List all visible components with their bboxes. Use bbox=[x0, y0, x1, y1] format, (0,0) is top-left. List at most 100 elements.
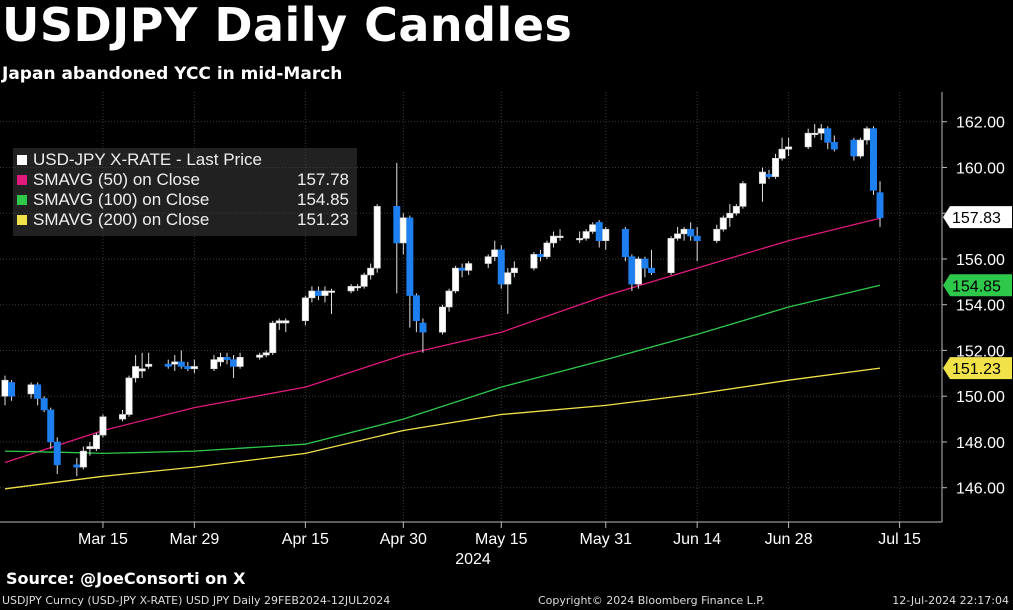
candle bbox=[876, 181, 884, 227]
series-line-sma100 bbox=[4, 284, 881, 455]
candle bbox=[412, 293, 420, 333]
candle-body bbox=[92, 434, 100, 450]
candle-body bbox=[230, 359, 238, 367]
candle bbox=[406, 215, 414, 328]
candle-body bbox=[452, 267, 460, 292]
candle bbox=[550, 231, 558, 248]
candle bbox=[308, 286, 316, 303]
legend-label-sma100: SMAVG (100) on Close bbox=[33, 190, 210, 209]
value-tags: 157.83 154.85 151.23 bbox=[943, 206, 1012, 380]
candle bbox=[869, 126, 877, 195]
legend-swatch-price bbox=[17, 155, 27, 165]
candle-body bbox=[687, 228, 695, 237]
y-tick-label: 160.00 bbox=[956, 160, 1005, 177]
candle bbox=[758, 167, 766, 202]
candle-body bbox=[497, 249, 505, 285]
legend-label-sma50: SMAVG (50) on Close bbox=[33, 170, 200, 189]
candle bbox=[484, 254, 492, 269]
legend-value-sma200: 151.23 bbox=[297, 210, 349, 229]
candle bbox=[373, 204, 381, 273]
candle bbox=[79, 446, 87, 470]
candle-body bbox=[628, 256, 636, 285]
value-tag-label: 154.85 bbox=[952, 278, 1001, 295]
candle bbox=[458, 263, 466, 278]
candle-body bbox=[830, 142, 838, 150]
candle-body bbox=[758, 171, 766, 184]
candle-body bbox=[602, 228, 610, 241]
y-tick-label: 148.00 bbox=[956, 435, 1005, 452]
y-tick-label: 156.00 bbox=[956, 252, 1005, 269]
candle bbox=[582, 229, 590, 241]
candle bbox=[145, 352, 153, 369]
candle bbox=[739, 181, 747, 209]
candle-body bbox=[772, 158, 780, 177]
candle bbox=[628, 254, 636, 291]
candle bbox=[693, 226, 701, 262]
candle-body bbox=[393, 206, 401, 244]
candle bbox=[863, 126, 871, 145]
candle-body bbox=[301, 297, 309, 322]
candle bbox=[210, 355, 218, 372]
candle bbox=[497, 245, 505, 289]
candle-body bbox=[595, 222, 603, 241]
value-tag-label: 151.23 bbox=[952, 361, 1001, 378]
candle-body bbox=[412, 295, 420, 322]
candle bbox=[177, 350, 185, 369]
legend-swatch-sma100 bbox=[17, 195, 27, 205]
candle-body bbox=[360, 274, 368, 287]
candle bbox=[230, 355, 238, 378]
candle-body bbox=[73, 464, 81, 468]
x-tick-label: Jun 28 bbox=[765, 531, 813, 548]
candle-body bbox=[321, 290, 329, 296]
candle-body bbox=[576, 238, 584, 241]
candle bbox=[314, 286, 322, 301]
candle bbox=[223, 352, 231, 365]
candle bbox=[1, 375, 9, 406]
candle bbox=[732, 204, 740, 216]
candle bbox=[419, 318, 427, 353]
legend-title: USD-JPY X-RATE - Last Price bbox=[33, 150, 262, 169]
value-tag-bg bbox=[943, 357, 1012, 380]
candle-body bbox=[40, 398, 48, 411]
candle bbox=[73, 457, 81, 477]
candle-body bbox=[177, 361, 185, 367]
candle-body bbox=[817, 128, 825, 134]
value-tag-sma100: 154.85 bbox=[943, 274, 1012, 297]
candle-body bbox=[491, 249, 499, 257]
candle bbox=[726, 204, 734, 227]
candle bbox=[327, 288, 335, 314]
candle bbox=[8, 380, 16, 401]
candle-body bbox=[504, 272, 512, 285]
candle-body bbox=[732, 206, 740, 214]
candle-body bbox=[693, 235, 701, 241]
candle bbox=[589, 222, 597, 234]
candle bbox=[595, 220, 603, 248]
candle bbox=[393, 162, 401, 294]
candle-body bbox=[314, 290, 322, 296]
candle bbox=[530, 252, 538, 271]
legend-value-sma100: 154.85 bbox=[297, 190, 349, 209]
candle bbox=[99, 414, 107, 438]
series-line-sma50 bbox=[4, 217, 881, 464]
value-tag-bg bbox=[943, 206, 1012, 229]
candle-body bbox=[164, 363, 172, 367]
candle bbox=[674, 226, 682, 241]
candle bbox=[132, 355, 140, 383]
candle-body bbox=[719, 217, 727, 230]
candle-body bbox=[647, 267, 655, 273]
candle bbox=[465, 261, 473, 275]
candle-body bbox=[634, 258, 642, 285]
candle-body bbox=[53, 441, 61, 466]
chart-subtitle: Japan abandoned YCC in mid-March bbox=[2, 64, 343, 84]
candle-body bbox=[850, 139, 858, 157]
candle-body bbox=[216, 357, 224, 363]
candle-body bbox=[86, 446, 94, 450]
candle-body bbox=[680, 228, 688, 235]
candle-body bbox=[282, 320, 290, 324]
candle bbox=[190, 359, 198, 374]
candle-body bbox=[465, 263, 473, 271]
footer-copyright: Copyright© 2024 Bloomberg Finance L.P. bbox=[538, 594, 765, 607]
candle-body bbox=[550, 235, 558, 244]
candle-body bbox=[236, 357, 244, 367]
